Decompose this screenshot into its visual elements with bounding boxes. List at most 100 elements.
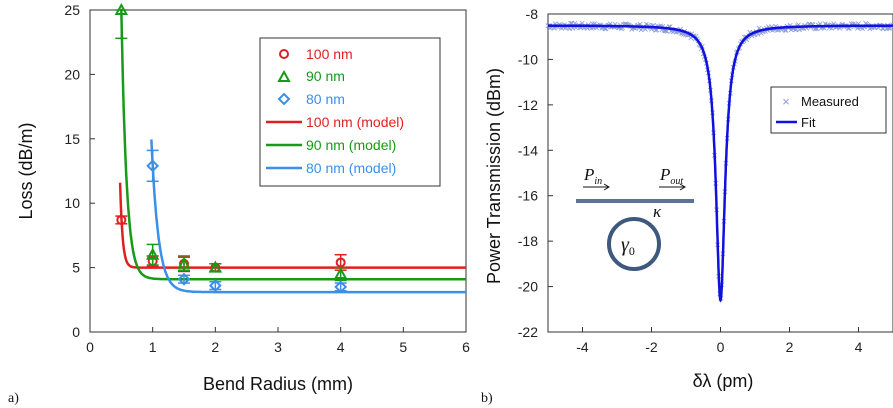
measured-point: × [631, 22, 637, 34]
measured-point: × [789, 23, 795, 35]
y-tick-label-b: -12 [518, 97, 538, 113]
model-curve-2 [150, 139, 466, 294]
measured-point: × [818, 22, 824, 34]
measured-point: × [653, 24, 659, 36]
measured-point: × [800, 23, 806, 35]
measured-point: × [600, 23, 606, 35]
legend-marker-80nm [277, 92, 291, 106]
measured-point: × [796, 24, 802, 36]
measured-point: × [844, 22, 850, 34]
measured-point: × [822, 19, 828, 31]
measured-point: × [779, 23, 785, 35]
measured-point: × [813, 23, 819, 35]
data-point-triangle [114, 2, 129, 15]
measured-point: × [745, 32, 751, 44]
y-tick-label-a: 25 [64, 2, 80, 18]
data-point-diamond [334, 280, 348, 294]
measured-point: × [781, 23, 787, 35]
measured-point: × [562, 23, 568, 35]
measured-point: × [584, 23, 590, 35]
measured-point: × [856, 22, 862, 34]
measured-point: × [680, 29, 686, 41]
measured-point: × [760, 27, 766, 39]
x-axis-label-a: Bend Radius (mm) [203, 374, 353, 394]
measured-point: × [643, 19, 649, 31]
fit-curve [548, 24, 893, 303]
measured-point: × [886, 23, 892, 35]
measured-point: × [833, 22, 839, 34]
y-tick-label-b: -8 [526, 6, 539, 22]
measured-point: × [858, 22, 864, 34]
measured-point: × [555, 22, 561, 34]
measured-point: × [792, 25, 798, 37]
legend-marker-100nm [279, 49, 289, 59]
measured-point: × [623, 19, 629, 31]
measured-point: × [633, 22, 639, 34]
measured-point: × [769, 25, 775, 37]
measured-point: × [599, 23, 605, 35]
measured-point: × [758, 28, 764, 40]
y-tick-label-b: -10 [518, 51, 538, 67]
legend-label-80nm-model: 80 nm (model) [306, 160, 396, 176]
measured-point: × [572, 18, 578, 30]
data-points [114, 2, 348, 294]
label-p-out: Pout [659, 165, 683, 187]
legend-label-fit: Fit [801, 115, 816, 130]
measured-point: × [799, 22, 805, 34]
measured-point: × [776, 25, 782, 37]
measured-point: × [817, 19, 823, 31]
data-point-circle [335, 257, 346, 268]
measured-point: × [675, 27, 681, 39]
data-point-diamond [177, 272, 191, 286]
measured-point: × [648, 24, 654, 36]
measured-point: × [885, 23, 891, 35]
y-tick-label-b: -18 [518, 233, 538, 249]
measured-point: × [602, 23, 608, 35]
measured-point: × [883, 23, 889, 35]
measured-point: × [782, 25, 788, 37]
legend-label-measured: Measured [801, 94, 859, 109]
measured-point: × [744, 35, 750, 47]
legend-label-90nm: 90 nm [306, 68, 345, 84]
ring-waveguide [607, 217, 661, 271]
measured-point: × [848, 18, 854, 30]
measured-point: × [688, 32, 694, 44]
measured-point: × [778, 24, 784, 36]
measured-point: × [678, 28, 684, 40]
measured-point: × [872, 22, 878, 34]
measured-point: × [812, 24, 818, 36]
measured-point: × [547, 23, 553, 35]
measured-point: × [608, 22, 614, 34]
measured-point: × [764, 25, 770, 37]
measured-point: × [828, 23, 834, 35]
measured-point: × [807, 19, 813, 31]
measured-point: × [698, 44, 704, 56]
measured-point: × [604, 22, 610, 34]
measured-point: × [692, 34, 698, 46]
measured-point: × [549, 21, 555, 33]
measured-point: × [588, 23, 594, 35]
ring-resonator-inset: Pin Pout κ γ0 [576, 165, 694, 271]
measured-point: × [615, 22, 621, 34]
measured-point: × [765, 22, 771, 34]
x-tick-label-a: 2 [211, 339, 219, 355]
y-tick-label-a: 0 [72, 324, 80, 340]
measured-point: × [587, 22, 593, 34]
measured-point: × [577, 22, 583, 34]
measured-point: × [749, 31, 755, 43]
measured-point: × [755, 29, 761, 41]
measured-point: × [770, 24, 776, 36]
y-tick-label-a: 5 [72, 260, 80, 276]
measured-point: × [747, 27, 753, 39]
measured-point: × [683, 28, 689, 40]
legend-marker-measured: × [782, 94, 790, 109]
measured-point: × [861, 22, 867, 34]
measured-point: × [637, 19, 643, 31]
measured-point: × [579, 18, 585, 30]
measured-point: × [754, 28, 760, 40]
measured-point: × [642, 24, 648, 36]
measured-point: × [671, 25, 677, 37]
measured-point: × [847, 22, 853, 34]
measured-point: × [860, 22, 866, 34]
